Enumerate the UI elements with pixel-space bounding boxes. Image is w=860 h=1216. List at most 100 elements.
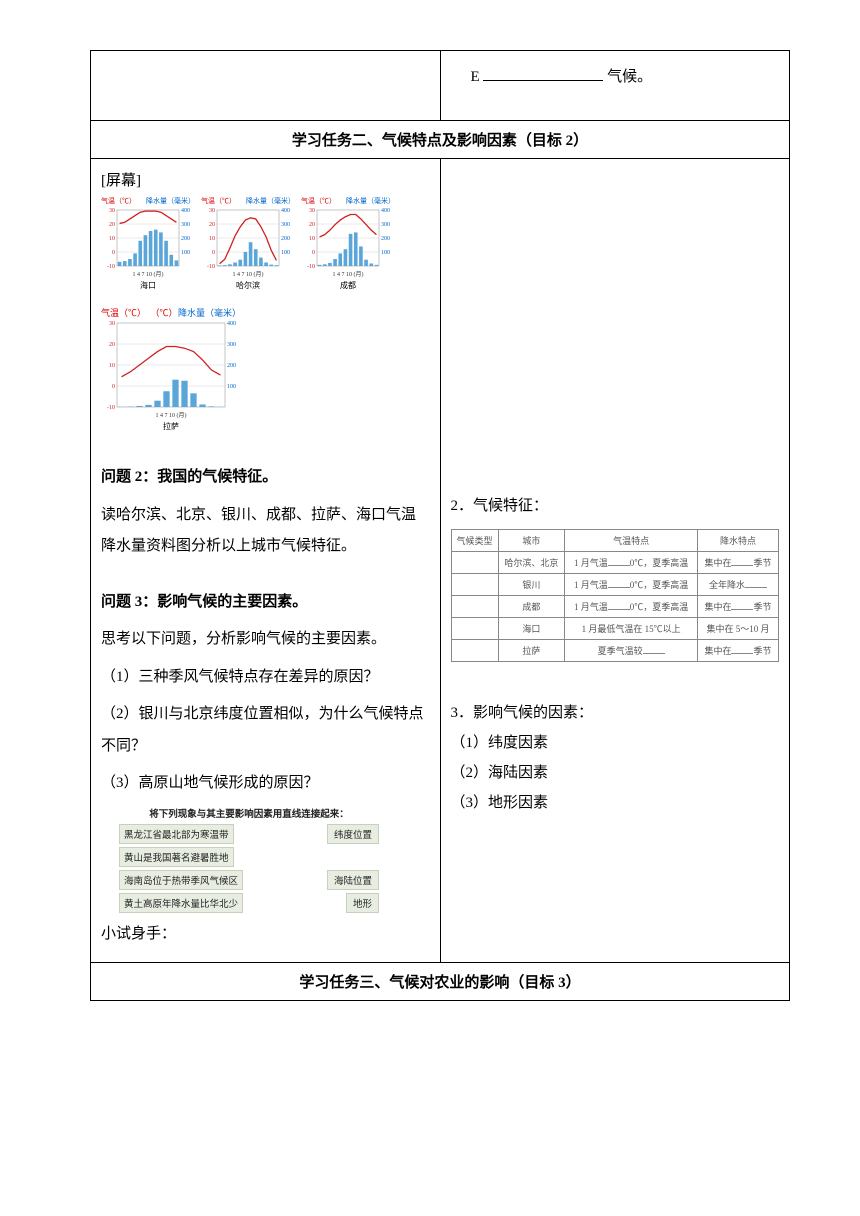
table-cell: [451, 617, 498, 639]
svg-text:0: 0: [112, 384, 115, 390]
q2-text: 读哈尔滨、北京、银川、成都、拉萨、海口气温降水量资料图分析以上城市气候特征。: [101, 500, 430, 563]
svg-text:30: 30: [209, 208, 215, 214]
svg-text:10: 10: [209, 236, 215, 242]
match-left-3[interactable]: 黄土高原年降水量比华北少: [119, 893, 243, 913]
table-cell: 1 月最低气温在 15℃以上: [565, 617, 698, 639]
svg-text:200: 200: [227, 363, 236, 369]
match-right-2[interactable]: 地形: [346, 893, 379, 913]
table-cell: 成都: [498, 595, 565, 617]
table-cell: 海口: [498, 617, 565, 639]
svg-text:300: 300: [281, 222, 290, 228]
chart-harbin: 气温（℃） 降水量（毫米） 3040020300102000100-101 4 …: [201, 198, 295, 291]
svg-text:200: 200: [181, 236, 190, 242]
factor-1: （1）纬度因素: [451, 728, 780, 758]
table-row: 银川1 月气温0℃，夏季高温全年降水: [451, 573, 779, 595]
e-prefix: E: [471, 69, 480, 85]
table-row: 海口1 月最低气温在 15℃以上集中在 5～10 月: [451, 617, 779, 639]
q3-item-1: （1）三种季风气候特点存在差异的原因？: [101, 662, 430, 694]
table-row: 哈尔滨、北京1 月气温0℃，夏季高温集中在季节: [451, 551, 779, 573]
svg-text:0: 0: [112, 250, 115, 256]
svg-text:10: 10: [309, 236, 315, 242]
svg-text:200: 200: [281, 236, 290, 242]
svg-text:100: 100: [181, 250, 190, 256]
table-row: 拉萨夏季气温较集中在季节: [451, 639, 779, 661]
svg-text:20: 20: [209, 222, 215, 228]
table-row: 成都1 月气温0℃，夏季高温集中在季节: [451, 595, 779, 617]
table-cell: 哈尔滨、北京: [498, 551, 565, 573]
matching-title: 将下列现象与其主要影响因素用直线连接起来：: [119, 806, 379, 820]
svg-text:200: 200: [381, 236, 390, 242]
top-right-fill: E 气候。: [440, 51, 790, 121]
svg-text:0: 0: [212, 250, 215, 256]
table-cell: 1 月气温0℃，夏季高温: [565, 595, 698, 617]
svg-text:400: 400: [281, 208, 290, 214]
svg-text:1 4 7 10 (月): 1 4 7 10 (月): [156, 412, 187, 419]
factor-2: （2）海陆因素: [451, 758, 780, 788]
try-label: 小试身手：: [101, 919, 430, 951]
match-left-1[interactable]: 黄山是我国著名避暑胜地: [119, 847, 234, 867]
match-right-1[interactable]: 海陆位置: [327, 870, 379, 890]
left-column: [屏幕] 气温（℃） 降水量（毫米） 3040020300102000100-1…: [91, 159, 441, 963]
screen-label: [屏幕]: [101, 169, 430, 190]
table-header: 降水特点: [697, 529, 778, 551]
q3-title: 问题 3：影响气候的主要因素。: [101, 594, 307, 610]
table-cell: 全年降水: [697, 573, 778, 595]
chart-lhasa: 气温（℃） （℃） 降水量（毫米） 3040020300102000100-10…: [101, 309, 241, 432]
svg-text:30: 30: [309, 208, 315, 214]
e-suffix: 气候。: [607, 69, 652, 85]
features-table: 气候类型城市气温特点降水特点 哈尔滨、北京1 月气温0℃，夏季高温集中在季节银川…: [451, 529, 780, 662]
chart-haikou: 气温（℃） 降水量（毫米） 3040020300102000100-101 4 …: [101, 198, 195, 291]
svg-text:300: 300: [227, 342, 236, 348]
table-cell: 夏季气温较: [565, 639, 698, 661]
charts-row-1: 气温（℃） 降水量（毫米） 3040020300102000100-101 4 …: [101, 198, 430, 291]
svg-text:-10: -10: [207, 264, 215, 270]
table-cell: 集中在季节: [697, 639, 778, 661]
svg-text:400: 400: [181, 208, 190, 214]
factors-block: 3．影响气候的因素： （1）纬度因素 （2）海陆因素 （3）地形因素: [451, 698, 780, 818]
svg-text:0: 0: [312, 250, 315, 256]
chart-city-label: 海口: [101, 280, 195, 291]
chart-chengdu: 气温（℃） 降水量（毫米） 3040020300102000100-101 4 …: [301, 198, 395, 291]
svg-text:-10: -10: [107, 405, 115, 411]
table-cell: 集中在季节: [697, 551, 778, 573]
svg-text:20: 20: [109, 342, 115, 348]
table-cell: 1 月气温0℃，夏季高温: [565, 551, 698, 573]
table-cell: 集中在季节: [697, 595, 778, 617]
table-cell: 银川: [498, 573, 565, 595]
matching-exercise: 将下列现象与其主要影响因素用直线连接起来： 黑龙江省最北部为寒温带 纬度位置 黄…: [119, 806, 379, 913]
svg-text:1 4 7 10 (月): 1 4 7 10 (月): [333, 271, 364, 278]
match-left-0[interactable]: 黑龙江省最北部为寒温带: [119, 824, 234, 844]
svg-text:30: 30: [109, 321, 115, 327]
svg-text:100: 100: [381, 250, 390, 256]
table-cell: 1 月气温0℃，夏季高温: [565, 573, 698, 595]
svg-text:10: 10: [109, 236, 115, 242]
match-right-0[interactable]: 纬度位置: [327, 824, 379, 844]
match-left-2[interactable]: 海南岛位于热带季风气候区: [119, 870, 243, 890]
task3-header: 学习任务三、气候对农业的影响（目标 3）: [91, 963, 790, 1001]
table-cell: [451, 551, 498, 573]
q3-item-2: （2）银川与北京纬度位置相似，为什么气候特点不同？: [101, 699, 430, 762]
table-cell: 拉萨: [498, 639, 565, 661]
table-cell: [451, 573, 498, 595]
table-header: 气温特点: [565, 529, 698, 551]
q2-title: 问题 2：我国的气候特征。: [101, 469, 277, 485]
svg-text:400: 400: [227, 321, 236, 327]
table-cell: 集中在 5～10 月: [697, 617, 778, 639]
e-blank-line[interactable]: [483, 66, 603, 81]
svg-text:20: 20: [309, 222, 315, 228]
factors-title: 3．影响气候的因素：: [451, 698, 780, 728]
top-left-empty: [91, 51, 441, 121]
svg-text:-10: -10: [307, 264, 315, 270]
q3-item-3: （3）高原山地气候形成的原因？: [101, 768, 430, 800]
svg-text:30: 30: [109, 208, 115, 214]
svg-text:10: 10: [109, 363, 115, 369]
svg-text:-10: -10: [107, 264, 115, 270]
table-header: 城市: [498, 529, 565, 551]
svg-text:1 4 7 10 (月): 1 4 7 10 (月): [233, 271, 264, 278]
svg-text:300: 300: [181, 222, 190, 228]
precip-axis-label: 降水量（毫米）: [146, 198, 195, 205]
features-title: 2．气候特征：: [451, 491, 780, 523]
svg-text:100: 100: [227, 384, 236, 390]
table-header: 气候类型: [451, 529, 498, 551]
right-column: 2．气候特征： 气候类型城市气温特点降水特点 哈尔滨、北京1 月气温0℃，夏季高…: [440, 159, 790, 963]
